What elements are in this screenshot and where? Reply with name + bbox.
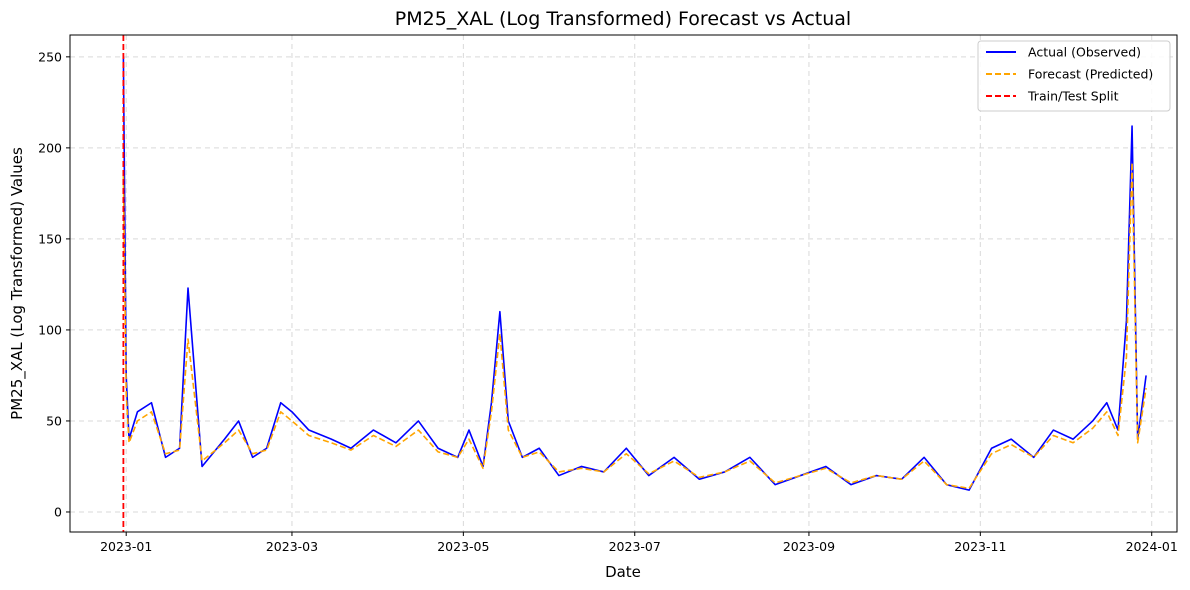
x-axis: 2023-01 2023-03 2023-05 2023-07 2023-09 2023-… bbox=[100, 532, 1178, 554]
y-tick-label: 50 bbox=[46, 413, 62, 428]
chart-title: PM25_XAL (Log Transformed) Forecast vs A… bbox=[395, 8, 851, 30]
y-tick-label: 100 bbox=[38, 322, 62, 337]
x-tick-label: 2023-01 bbox=[100, 539, 152, 554]
x-axis-label: Date bbox=[605, 563, 641, 581]
x-tick-label: 2023-05 bbox=[437, 539, 489, 554]
forecast-series-line bbox=[122, 161, 1147, 490]
y-tick-label: 250 bbox=[38, 49, 62, 64]
legend-box bbox=[977, 40, 1171, 112]
x-tick-label: 2023-11 bbox=[954, 539, 1006, 554]
y-axis-label: PM25_XAL (Log Transformed) Values bbox=[8, 147, 27, 420]
series-layer bbox=[122, 56, 1147, 491]
plot-frame bbox=[69, 34, 1178, 533]
x-tick-label: 2023-03 bbox=[266, 539, 318, 554]
y-axis: 0 50 100 150 200 250 bbox=[38, 49, 70, 519]
legend: Actual (Observed) Forecast (Predicted) T… bbox=[977, 40, 1171, 112]
y-tick-label: 150 bbox=[38, 231, 62, 246]
grid bbox=[70, 35, 1177, 532]
legend-label-split: Train/Test Split bbox=[1027, 89, 1119, 104]
y-tick-label: 200 bbox=[38, 140, 62, 155]
legend-label-forecast: Forecast (Predicted) bbox=[1028, 67, 1153, 82]
x-tick-label: 2023-09 bbox=[783, 539, 835, 554]
legend-label-actual: Actual (Observed) bbox=[1028, 45, 1141, 60]
y-tick-label: 0 bbox=[54, 504, 62, 519]
x-tick-label: 2023-07 bbox=[609, 539, 661, 554]
x-tick-label: 2024-01 bbox=[1126, 539, 1178, 554]
